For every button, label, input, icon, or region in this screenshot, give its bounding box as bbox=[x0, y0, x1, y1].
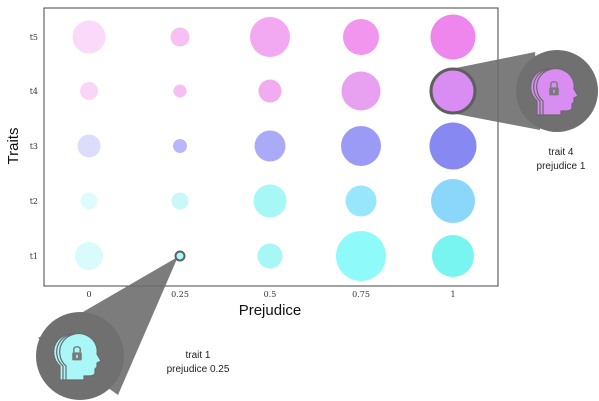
callout-prejudice-label: prejudice 1 bbox=[537, 161, 586, 172]
callout-zoom-cone bbox=[446, 52, 540, 130]
bubble-layer bbox=[72, 14, 477, 281]
bubble-t1-0_5 bbox=[257, 243, 283, 269]
y-tick-label: t3 bbox=[30, 142, 38, 151]
x-tick-label: 1 bbox=[450, 290, 455, 299]
callout-1: trait 1 prejudice 0.25 bbox=[36, 250, 230, 400]
callout-trait-label: trait 1 bbox=[185, 350, 210, 361]
y-tick-label: t4 bbox=[30, 87, 38, 96]
bubble-t4-0_5 bbox=[258, 79, 282, 103]
callout-prejudice-label: prejudice 0.25 bbox=[167, 364, 230, 375]
x-tick-label: 0.5 bbox=[264, 290, 277, 299]
y-tick-labels: t1 t2 t3 t4 t5 bbox=[30, 33, 38, 261]
bubble-t5-0 bbox=[72, 20, 106, 54]
bubble-t3-0_5 bbox=[254, 130, 286, 162]
bubble-t3-0_75 bbox=[341, 126, 381, 166]
bubble-t2-0_75 bbox=[345, 185, 377, 217]
bubble-t3-0_25 bbox=[173, 139, 187, 153]
lock-icon bbox=[72, 346, 82, 361]
callout-target-ring bbox=[174, 250, 186, 262]
bubble-t1-0 bbox=[75, 242, 103, 270]
bubble-t1-0_75 bbox=[336, 231, 386, 281]
bubble-t5-1 bbox=[430, 14, 476, 60]
bubble-t5-0_75 bbox=[343, 19, 379, 55]
bubble-t4-0_75 bbox=[341, 71, 381, 111]
bubble-t2-0_5 bbox=[253, 184, 287, 218]
x-tick-label: 0.75 bbox=[352, 290, 370, 299]
bubble-t1-1 bbox=[432, 235, 474, 277]
x-axis-title: Prejudice bbox=[239, 302, 302, 319]
x-tick-labels: 0 0.25 0.5 0.75 1 bbox=[86, 290, 455, 299]
x-tick-label: 0.25 bbox=[171, 290, 189, 299]
bubble-t5-0_25 bbox=[170, 27, 190, 47]
bubble-t5-0_5 bbox=[250, 17, 290, 57]
y-tick-label: t5 bbox=[30, 33, 38, 42]
bubble-t2-0 bbox=[80, 192, 98, 210]
callout-zoom-bubble bbox=[429, 67, 477, 115]
y-tick-label: t2 bbox=[30, 197, 38, 206]
bubble-t2-1 bbox=[431, 179, 475, 223]
bubble-t4-0 bbox=[80, 82, 98, 100]
callout-2: trait 4 prejudice 1 bbox=[429, 50, 598, 172]
bubble-t3-1 bbox=[429, 122, 477, 170]
x-tick-label: 0 bbox=[86, 290, 91, 299]
callout-layer: trait 1 prejudice 0.25 trait 4 prejudice 1 bbox=[36, 50, 598, 400]
y-axis-title: Traits bbox=[5, 128, 22, 165]
bubble-t2-0_25 bbox=[171, 192, 189, 210]
lock-icon bbox=[549, 81, 559, 96]
y-tick-label: t1 bbox=[30, 252, 38, 261]
callout-trait-label: trait 4 bbox=[548, 147, 573, 158]
bubble-t3-0 bbox=[77, 134, 101, 158]
bubble-t4-0_25 bbox=[173, 84, 187, 98]
